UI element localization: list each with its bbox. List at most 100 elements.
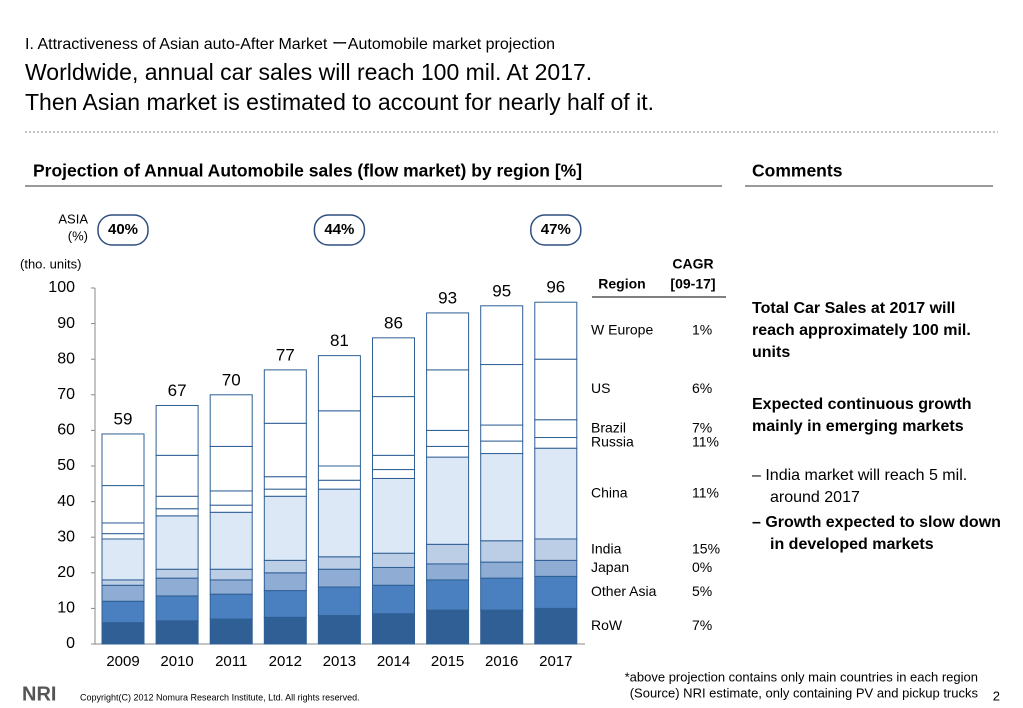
bar-segment <box>263 488 307 497</box>
bar-segment <box>317 465 361 481</box>
bar-segment <box>317 355 361 412</box>
comment-text: Growth expected to slow down in develope… <box>765 514 1001 553</box>
legend-label: India <box>591 540 622 556</box>
bar-segment <box>317 410 361 467</box>
bar-segment <box>263 369 307 424</box>
x-tick-label: 2009 <box>106 653 139 670</box>
x-tick-label: 2010 <box>160 653 193 670</box>
bar-segment <box>480 453 524 542</box>
bar-segment <box>101 622 145 645</box>
cagr-value: 6% <box>692 380 712 396</box>
dash: – <box>752 467 766 484</box>
bar-segment <box>263 495 307 561</box>
bar-segment <box>263 559 307 574</box>
chart-title: Projection of Annual Automobile sales (f… <box>33 161 582 181</box>
logo: NRI <box>22 683 56 705</box>
y-tick-label: 60 <box>57 422 75 439</box>
bar-segment <box>372 613 415 645</box>
bar-segment <box>372 477 415 554</box>
bar-segment <box>534 575 578 609</box>
bar-segment <box>263 476 307 490</box>
bar-segment <box>101 600 145 624</box>
legend-label: China <box>591 484 628 500</box>
bar-segment <box>155 568 199 579</box>
y-tick-label: 0 <box>66 635 75 652</box>
bar-segment <box>209 490 253 506</box>
bar-segment <box>372 566 415 586</box>
comments-title: Comments <box>752 161 843 181</box>
total-label: 70 <box>222 370 241 389</box>
bar-segment <box>263 616 307 645</box>
footnote: *above projection contains only main cou… <box>625 669 978 684</box>
asia-label: ASIA <box>58 211 88 226</box>
region-header: Region <box>598 276 645 292</box>
bar-segment <box>426 429 470 447</box>
y-tick-label: 100 <box>48 279 75 296</box>
comment-sub: – Growth expected to slow down in develo… <box>752 512 1010 556</box>
bar-segment <box>155 577 199 597</box>
bar-segment <box>317 556 361 570</box>
legend-label: Other Asia <box>591 583 657 599</box>
bar-segment <box>263 590 307 618</box>
bar-segment <box>101 538 145 581</box>
total-label: 77 <box>276 345 295 364</box>
asia-badge <box>97 214 149 246</box>
y-unit: (tho. units) <box>20 256 81 271</box>
bar-segment <box>372 469 415 479</box>
bar-segment <box>480 305 524 366</box>
comment-text: India market will reach 5 mil. around 20… <box>765 467 968 506</box>
bar-segment <box>372 337 415 398</box>
cagr-value: 1% <box>692 321 712 337</box>
legend-label: Russia <box>591 434 634 450</box>
dash: – <box>752 514 766 531</box>
bar-segment <box>155 595 199 622</box>
y-tick-label: 40 <box>57 493 75 510</box>
bar-segment <box>317 615 361 645</box>
bar-segment <box>101 522 145 535</box>
bar-segment <box>263 422 307 478</box>
bar-segment <box>263 572 307 592</box>
asia-unit: (%) <box>68 228 88 243</box>
bar-segment <box>209 579 253 595</box>
x-tick-label: 2013 <box>323 653 356 670</box>
bar-segment <box>534 301 578 360</box>
cagr-header: CAGR <box>672 256 713 272</box>
bar-segment <box>155 404 199 456</box>
bar-segment <box>534 607 578 645</box>
total-label: 81 <box>330 331 349 350</box>
bar-segment <box>426 312 470 371</box>
x-tick-label: 2016 <box>485 653 518 670</box>
cagr-value: 0% <box>692 559 712 575</box>
bar-segment <box>317 488 361 558</box>
bar-segment <box>101 533 145 540</box>
bar-segment <box>426 563 470 581</box>
bar-segment <box>101 485 145 524</box>
bar-segment <box>426 456 470 545</box>
bar-segment <box>426 543 470 565</box>
bar-segment <box>209 568 253 581</box>
bar-segment <box>101 579 145 586</box>
bar-segment <box>534 447 578 540</box>
y-tick-label: 80 <box>57 350 75 367</box>
bar-segment <box>480 561 524 579</box>
section-title: I. Attractiveness of Asian auto-After Ma… <box>25 36 555 53</box>
bar-segment <box>155 495 199 510</box>
bar-segment <box>155 508 199 517</box>
comment: Total Car Sales at 2017 will reach appro… <box>752 300 971 361</box>
bar-segment <box>155 454 199 497</box>
cagr-value: 5% <box>692 583 712 599</box>
cagr-value: 7% <box>692 419 712 435</box>
bar-segment <box>534 419 578 439</box>
bar-segment <box>372 584 415 615</box>
bar-segment <box>426 369 470 431</box>
total-label: 59 <box>114 409 133 428</box>
bar-segment <box>534 538 578 561</box>
bar-segment <box>480 540 524 563</box>
x-tick-label: 2012 <box>269 653 302 670</box>
total-label: 86 <box>384 313 403 332</box>
bar-segment <box>372 552 415 568</box>
x-tick-label: 2017 <box>539 653 572 670</box>
bar-segment <box>317 479 361 490</box>
bar-segment <box>426 609 470 645</box>
cagr-period: [09-17] <box>670 276 715 292</box>
